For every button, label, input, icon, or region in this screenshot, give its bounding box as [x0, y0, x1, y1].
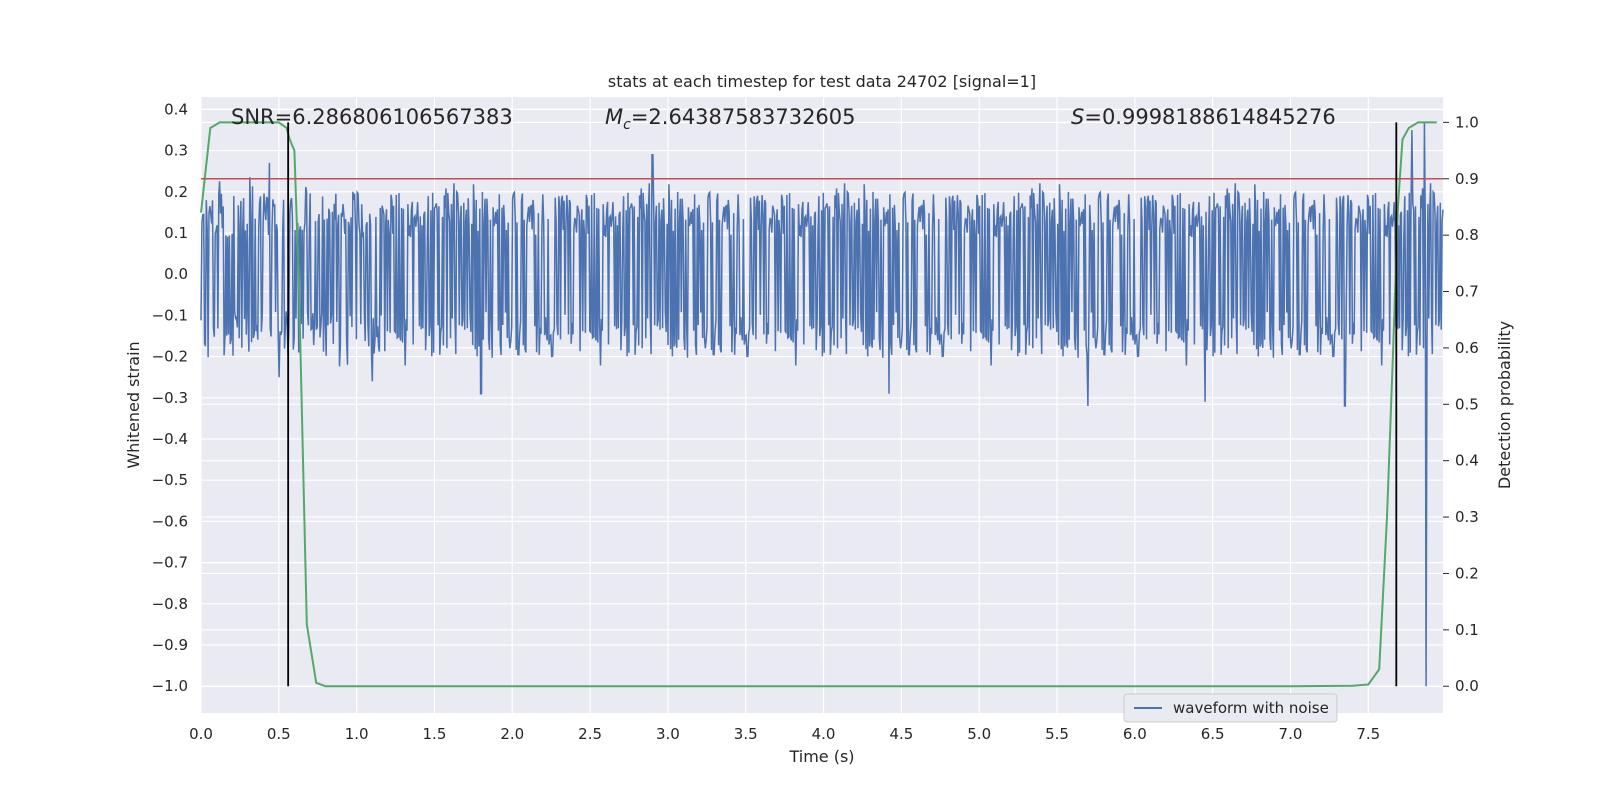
y-tick-label: −0.2 — [152, 348, 188, 366]
y-axis-label: Whitened strain — [124, 341, 143, 468]
y-tick-label: −1.0 — [152, 677, 188, 695]
legend-label: waveform with noise — [1173, 699, 1329, 717]
x-tick-label: 2.5 — [578, 725, 602, 743]
y-tick-label: −0.6 — [152, 512, 188, 530]
y-tick-label: 0.3 — [164, 142, 188, 160]
y2-tick-label: 0.1 — [1455, 621, 1479, 639]
y2-tick-label: 0.7 — [1455, 283, 1479, 301]
y-tick-label: −0.7 — [152, 554, 188, 572]
x-tick-label: 0.0 — [189, 725, 213, 743]
y2-tick-label: 0.3 — [1455, 508, 1479, 526]
x-tick-label: 4.0 — [812, 725, 836, 743]
x-tick-label: 3.0 — [656, 725, 680, 743]
mc-annotation: Mc=2.64387583732605 — [605, 105, 856, 133]
waveform-line — [200, 121, 1444, 687]
legend: waveform with noise — [1123, 693, 1338, 723]
x-tick-label: 1.5 — [423, 725, 447, 743]
x-tick-label: 3.5 — [734, 725, 758, 743]
y2-tick-label: 0.9 — [1455, 170, 1479, 188]
x-tick-label: 5.5 — [1045, 725, 1069, 743]
grid — [200, 97, 1443, 713]
s-symbol: S — [1071, 105, 1084, 129]
y2-axis-label: Detection probability — [1495, 321, 1514, 489]
y-tick-label: 0.4 — [164, 100, 188, 118]
x-tick-label: 6.0 — [1123, 725, 1147, 743]
x-tick-label: 2.0 — [500, 725, 524, 743]
y-tick-label: 0.0 — [164, 265, 188, 283]
y2-tick-label: 0.8 — [1455, 226, 1479, 244]
detection-probability-line — [200, 121, 1437, 688]
x-axis-label: Time (s) — [788, 747, 854, 766]
x-tick-label: 7.5 — [1356, 725, 1380, 743]
mc-subscript: c — [623, 117, 631, 133]
y-tick-label: −0.8 — [152, 595, 188, 613]
y-tick-label: −0.3 — [152, 389, 188, 407]
s-annotation: S=0.9998188614845276 — [1071, 105, 1336, 129]
plot-background — [201, 97, 1443, 713]
s-value: =0.9998188614845276 — [1084, 105, 1335, 129]
y2-tick-label: 0.4 — [1455, 452, 1479, 470]
x-tick-label: 0.5 — [267, 725, 291, 743]
y2-tick-label: 0.5 — [1455, 395, 1479, 413]
x-tick-label: 1.0 — [345, 725, 369, 743]
y2-tick-label: 0.0 — [1455, 677, 1479, 695]
x-tick-label: 4.5 — [889, 725, 913, 743]
mc-value: =2.64387583732605 — [631, 105, 856, 129]
y2-tick-label: 0.2 — [1455, 564, 1479, 582]
axes-text: 0.0 0.5 1.0 1.5 2.0 2.5 3.0 3.5 4.0 4.5 5.0 5.5 6.0 6… — [152, 100, 1479, 743]
y2-tick-label: 1.0 — [1455, 113, 1479, 131]
plot-content — [200, 121, 1444, 688]
y-tick-label: 0.1 — [164, 224, 188, 242]
y-tick-label: −0.4 — [152, 430, 188, 448]
y-tick-label: −0.9 — [152, 636, 188, 654]
y2-tick-label: 0.6 — [1455, 339, 1479, 357]
legend-box — [1123, 693, 1338, 723]
snr-annotation: SNR=6.286806106567383 — [231, 105, 513, 129]
y-tick-label: 0.2 — [164, 183, 188, 201]
chart-title: stats at each timestep for test data 247… — [608, 72, 1036, 91]
y-tick-label: −0.5 — [152, 471, 188, 489]
mc-symbol: M — [605, 105, 623, 129]
x-tick-label: 6.5 — [1201, 725, 1225, 743]
x-tick-label: 5.0 — [967, 725, 991, 743]
y-tick-label: −0.1 — [152, 306, 188, 324]
x-tick-label: 7.0 — [1279, 725, 1303, 743]
